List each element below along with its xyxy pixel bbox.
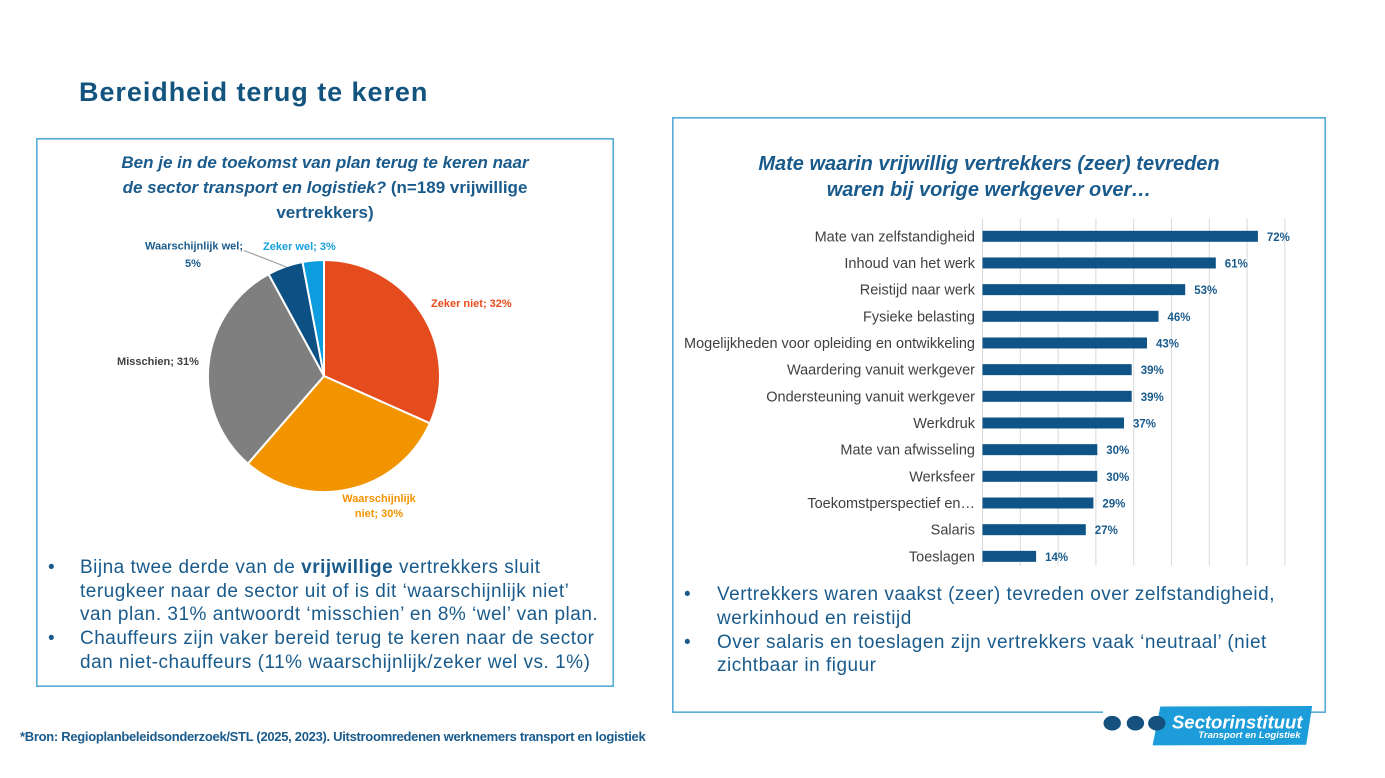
svg-text:Mate van zelfstandigheid: Mate van zelfstandigheid (815, 229, 975, 245)
svg-text:Reistijd naar werk: Reistijd naar werk (860, 283, 976, 299)
svg-text:39%: 39% (1141, 365, 1164, 377)
svg-text:Ondersteuning vanuit werkgever: Ondersteuning vanuit werkgever (766, 389, 975, 405)
svg-text:Transport en Logistiek: Transport en Logistiek (1198, 730, 1301, 741)
svg-text:43%: 43% (1156, 339, 1179, 351)
svg-text:niet; 30%: niet; 30% (355, 508, 404, 520)
svg-text:46%: 46% (1168, 312, 1191, 324)
svg-text:37%: 37% (1133, 419, 1156, 431)
svg-text:Werkdruk: Werkdruk (913, 416, 976, 432)
svg-text:Werksfeer: Werksfeer (909, 469, 975, 485)
svg-text:27%: 27% (1095, 525, 1118, 537)
svg-text:Waarschijnlijk: Waarschijnlijk (342, 493, 416, 505)
svg-text:Mogelijkheden voor opleiding e: Mogelijkheden voor opleiding en ontwikke… (684, 336, 975, 352)
svg-text:Sectorinstituut: Sectorinstituut (1172, 712, 1303, 733)
svg-text:Toeslagen: Toeslagen (909, 549, 975, 565)
svg-text:14%: 14% (1045, 552, 1068, 564)
svg-text:Waardering vanuit werkgever: Waardering vanuit werkgever (787, 363, 975, 379)
svg-text:Toekomstperspectief en…: Toekomstperspectief en… (807, 496, 975, 512)
svg-text:61%: 61% (1225, 259, 1248, 271)
svg-text:29%: 29% (1102, 499, 1125, 511)
svg-text:Waarschijnlijk wel;: Waarschijnlijk wel; (145, 241, 243, 253)
svg-text:30%: 30% (1106, 472, 1129, 484)
svg-text:Inhoud van het werk: Inhoud van het werk (844, 256, 975, 272)
svg-text:Mate van afwisseling: Mate van afwisseling (840, 443, 975, 459)
svg-text:Fysieke belasting: Fysieke belasting (863, 309, 975, 325)
svg-text:30%: 30% (1106, 445, 1129, 457)
svg-text:Zeker wel; 3%: Zeker wel; 3% (263, 241, 336, 253)
svg-text:72%: 72% (1267, 232, 1290, 244)
svg-text:Misschien; 31%: Misschien; 31% (117, 356, 199, 368)
svg-text:Salaris: Salaris (931, 523, 975, 539)
svg-text:5%: 5% (185, 258, 201, 270)
svg-text:39%: 39% (1141, 392, 1164, 404)
svg-text:53%: 53% (1194, 285, 1217, 297)
svg-text:Zeker niet; 32%: Zeker niet; 32% (431, 298, 512, 310)
